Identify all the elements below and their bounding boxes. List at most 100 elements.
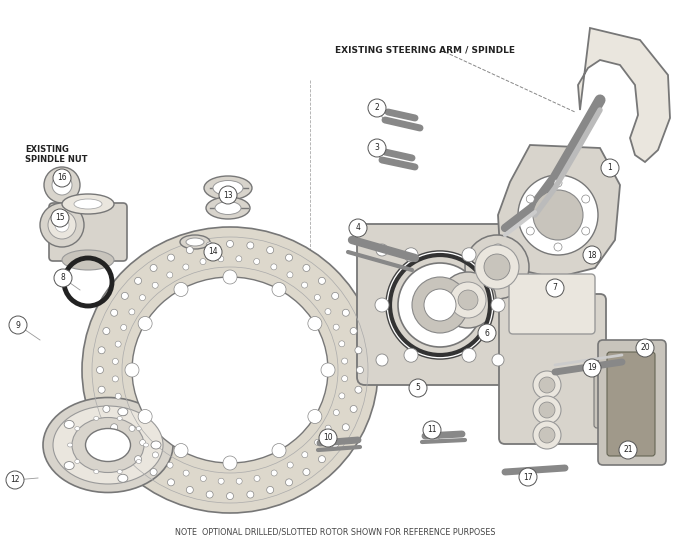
Circle shape [271, 264, 277, 270]
Circle shape [321, 363, 335, 377]
Ellipse shape [117, 417, 122, 420]
Circle shape [111, 309, 118, 316]
Circle shape [186, 247, 193, 253]
Circle shape [254, 476, 260, 482]
Text: 7: 7 [552, 283, 557, 293]
Circle shape [350, 406, 357, 412]
Text: 12: 12 [10, 476, 20, 484]
Circle shape [206, 242, 214, 249]
Text: 19: 19 [587, 364, 597, 372]
Circle shape [272, 443, 286, 458]
Circle shape [533, 190, 583, 240]
Circle shape [6, 471, 24, 489]
Circle shape [356, 366, 363, 373]
Text: 20: 20 [640, 343, 650, 353]
Circle shape [484, 254, 510, 280]
Text: 1: 1 [608, 163, 612, 173]
Circle shape [287, 462, 293, 468]
Circle shape [450, 282, 486, 318]
Circle shape [98, 347, 105, 354]
Circle shape [206, 491, 214, 498]
Circle shape [204, 243, 222, 261]
Ellipse shape [53, 406, 163, 484]
Ellipse shape [118, 408, 128, 416]
Circle shape [267, 486, 274, 494]
Polygon shape [578, 28, 670, 162]
Circle shape [167, 462, 173, 468]
Circle shape [314, 440, 321, 446]
Circle shape [103, 328, 110, 335]
Circle shape [53, 169, 71, 187]
Circle shape [200, 476, 206, 482]
Circle shape [112, 358, 118, 364]
Text: 17: 17 [523, 472, 533, 482]
Circle shape [518, 175, 598, 255]
Circle shape [40, 203, 84, 247]
Circle shape [200, 259, 206, 265]
Text: 16: 16 [57, 174, 66, 182]
Text: 13: 13 [223, 191, 233, 199]
FancyBboxPatch shape [598, 340, 666, 465]
Circle shape [52, 175, 72, 195]
Circle shape [583, 246, 601, 264]
Text: 18: 18 [587, 251, 596, 259]
Circle shape [462, 348, 476, 362]
Circle shape [303, 264, 310, 271]
Circle shape [129, 425, 135, 431]
Circle shape [138, 410, 152, 424]
Ellipse shape [186, 238, 204, 246]
Circle shape [554, 243, 562, 251]
Circle shape [601, 159, 619, 177]
Circle shape [636, 339, 654, 357]
Circle shape [582, 227, 589, 235]
Polygon shape [498, 145, 620, 278]
Ellipse shape [94, 470, 99, 473]
Circle shape [121, 410, 127, 416]
Circle shape [186, 486, 193, 494]
Circle shape [319, 429, 337, 447]
Circle shape [355, 347, 362, 354]
Circle shape [423, 421, 441, 439]
Circle shape [526, 195, 534, 203]
Circle shape [271, 470, 277, 476]
Circle shape [582, 195, 589, 203]
Circle shape [308, 410, 322, 424]
Circle shape [333, 410, 340, 416]
Text: 14: 14 [208, 247, 218, 257]
Circle shape [376, 354, 388, 366]
Circle shape [97, 366, 104, 373]
Circle shape [424, 289, 456, 321]
Text: 8: 8 [61, 274, 65, 282]
Circle shape [539, 377, 555, 393]
Circle shape [174, 282, 188, 296]
Circle shape [218, 478, 224, 484]
Circle shape [492, 354, 504, 366]
Ellipse shape [75, 459, 80, 464]
Ellipse shape [213, 181, 243, 195]
FancyBboxPatch shape [607, 352, 655, 456]
Circle shape [583, 359, 601, 377]
Circle shape [526, 227, 534, 235]
Circle shape [167, 254, 174, 261]
Circle shape [458, 290, 478, 310]
Circle shape [375, 298, 389, 312]
Circle shape [152, 282, 158, 288]
Circle shape [223, 456, 237, 470]
Circle shape [98, 386, 105, 393]
Circle shape [404, 348, 418, 362]
Ellipse shape [75, 426, 80, 431]
Circle shape [533, 421, 561, 449]
Ellipse shape [62, 250, 114, 270]
Ellipse shape [43, 397, 173, 492]
Circle shape [167, 479, 174, 486]
Circle shape [350, 328, 357, 335]
Ellipse shape [67, 443, 73, 447]
Circle shape [478, 324, 496, 342]
Circle shape [368, 139, 386, 157]
Circle shape [546, 279, 564, 297]
Circle shape [183, 470, 189, 476]
Circle shape [48, 211, 76, 239]
Circle shape [302, 282, 307, 288]
Circle shape [134, 456, 141, 462]
Circle shape [342, 358, 348, 364]
